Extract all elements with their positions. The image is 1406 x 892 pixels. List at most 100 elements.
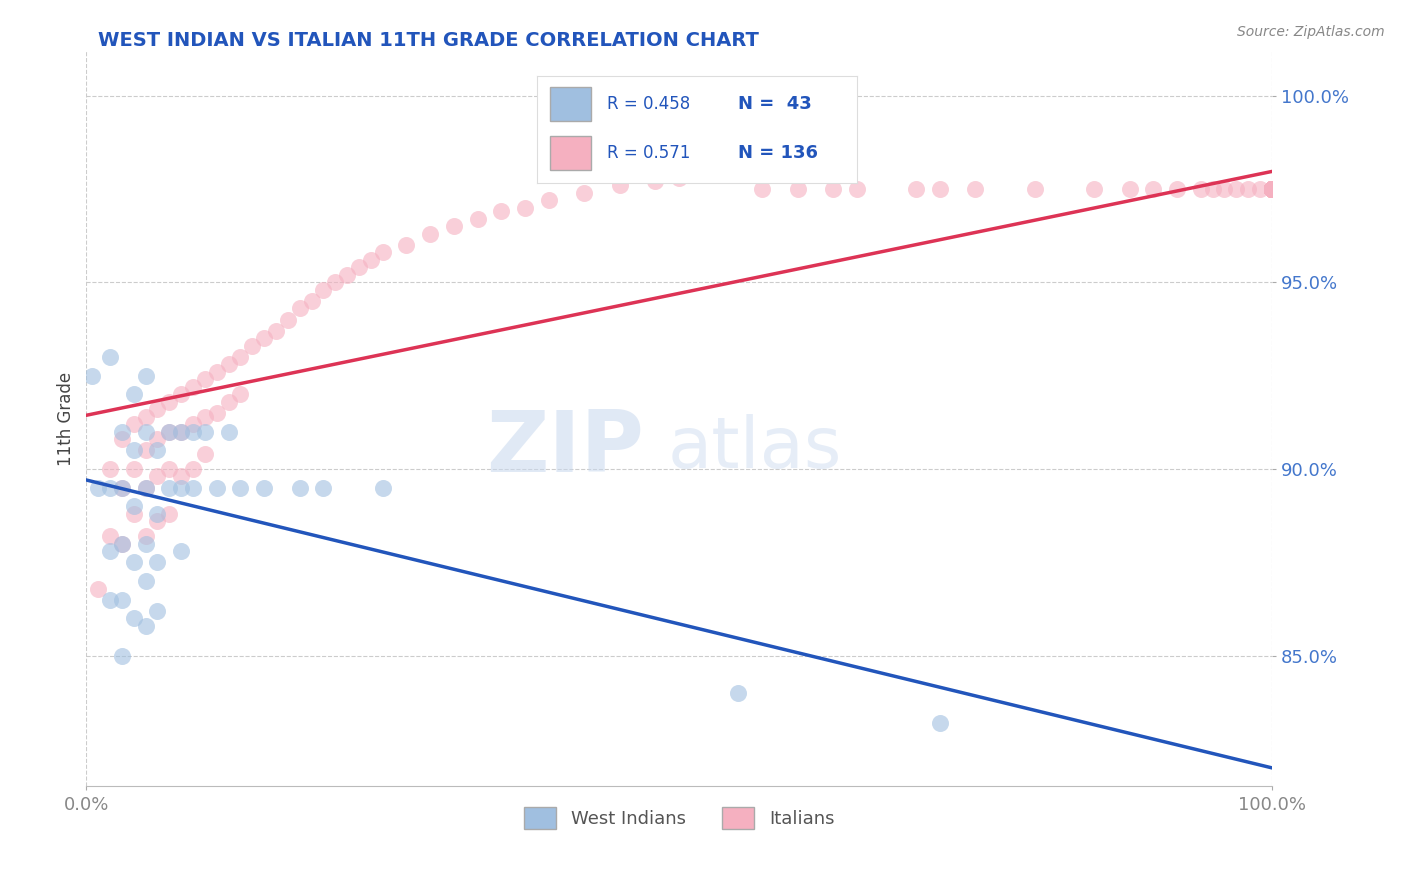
Point [135,537,157,551]
Point [1261,182,1284,196]
Point [218,425,240,439]
Point [1261,182,1284,196]
Point [467,211,489,226]
Point [181,417,204,432]
Point [181,462,204,476]
Point [229,481,252,495]
Point [170,425,193,439]
Point [170,481,193,495]
Point [1083,182,1105,196]
Point [111,481,134,495]
Point [1261,182,1284,196]
Point [1261,182,1284,196]
Point [194,372,217,386]
Point [513,201,536,215]
Point [1261,182,1284,196]
Point [928,716,950,731]
Point [323,275,346,289]
Point [1261,182,1284,196]
Point [229,350,252,364]
Point [1261,182,1284,196]
Point [1261,182,1284,196]
Point [122,555,145,569]
Point [644,174,666,188]
Point [727,686,749,700]
Point [1261,182,1284,196]
Point [1261,182,1284,196]
Point [360,252,382,267]
Point [905,182,928,196]
Point [98,592,121,607]
Point [395,238,418,252]
Point [1166,182,1188,196]
Point [181,425,204,439]
Point [1189,182,1212,196]
Point [135,368,157,383]
Point [229,387,252,401]
Point [1201,182,1223,196]
Point [98,462,121,476]
Point [1261,182,1284,196]
Point [146,469,169,483]
Point [1261,182,1284,196]
Point [1261,182,1284,196]
Point [111,592,134,607]
Point [205,481,228,495]
Point [1261,182,1284,196]
Point [1261,182,1284,196]
Point [1249,182,1271,196]
Point [1261,182,1284,196]
Point [1213,182,1236,196]
Point [1261,182,1284,196]
Point [1261,182,1284,196]
Point [135,443,157,458]
Point [98,529,121,543]
Point [111,481,134,495]
Point [1261,182,1284,196]
Point [170,469,193,483]
Point [1261,182,1284,196]
Point [146,555,169,569]
Point [823,182,845,196]
Point [419,227,441,241]
Point [135,481,157,495]
Point [146,604,169,618]
Point [146,402,169,417]
Point [609,178,631,193]
Point [157,507,180,521]
Point [157,425,180,439]
Point [1261,182,1284,196]
Point [1261,182,1284,196]
Point [135,409,157,424]
Point [1237,182,1260,196]
Point [1261,182,1284,196]
Point [1261,182,1284,196]
Point [1261,182,1284,196]
Point [1261,182,1284,196]
Point [111,537,134,551]
Y-axis label: 11th Grade: 11th Grade [58,371,75,466]
Point [1261,182,1284,196]
Point [1261,182,1284,196]
Point [489,204,512,219]
Point [1261,182,1284,196]
Point [194,409,217,424]
Point [146,507,169,521]
Point [1261,182,1284,196]
Point [135,529,157,543]
Point [1261,182,1284,196]
Point [253,481,276,495]
Point [194,447,217,461]
Point [135,425,157,439]
Point [1261,182,1284,196]
Point [1142,182,1164,196]
Point [240,339,263,353]
Point [1261,182,1284,196]
Point [111,425,134,439]
Point [87,582,110,596]
Point [111,432,134,446]
Point [288,481,311,495]
Point [122,611,145,625]
Point [135,619,157,633]
Point [82,368,104,383]
